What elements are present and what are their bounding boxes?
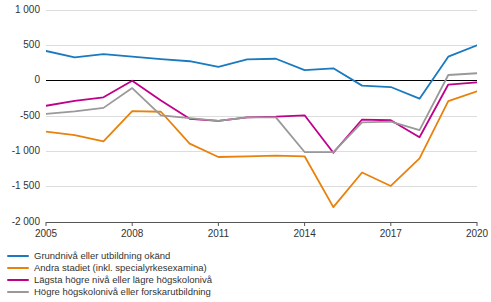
x-tick-label: 2014 bbox=[293, 228, 316, 239]
legend-label: Lägsta högre nivå eller lägre högskoloni… bbox=[34, 274, 213, 285]
legend-label: Högre högskolonivå eller forskarutbildni… bbox=[34, 286, 211, 297]
series-line bbox=[46, 91, 477, 207]
series-line bbox=[46, 73, 477, 152]
x-tick bbox=[390, 222, 391, 226]
grid-line bbox=[46, 222, 477, 223]
y-tick-label: -1 000 bbox=[12, 145, 41, 156]
legend: Grundnivå eller utbildning okändAndra st… bbox=[8, 250, 213, 297]
x-tick bbox=[132, 222, 133, 226]
x-tick bbox=[218, 222, 219, 226]
x-axis: 2005 2008 2011 2014 2017 2020 bbox=[35, 222, 489, 239]
x-tick-label: 2011 bbox=[208, 228, 230, 239]
legend-swatch bbox=[8, 279, 28, 281]
x-tick-label: 2017 bbox=[380, 228, 403, 239]
x-tick-label: 2005 bbox=[35, 228, 58, 239]
legend-label: Andra stadiet (inkl. specialyrkesexamina… bbox=[34, 262, 207, 273]
x-tick bbox=[304, 222, 305, 226]
y-tick-labels: -2 000 -1 500 -1 000 -500 0 500 1 000 bbox=[12, 4, 41, 227]
grid-line bbox=[46, 151, 477, 152]
grid-line bbox=[46, 10, 477, 11]
chart: -2 000-1 500-1 000-50005001 000200520082… bbox=[0, 0, 491, 302]
grid-line bbox=[46, 186, 477, 187]
x-tick bbox=[477, 222, 478, 226]
legend-swatch bbox=[8, 255, 28, 257]
x-tick-label: 2020 bbox=[466, 228, 489, 239]
y-tick-label: -500 bbox=[20, 110, 40, 121]
x-tick bbox=[46, 222, 47, 226]
grid-line bbox=[46, 45, 477, 46]
legend-swatch bbox=[8, 267, 28, 269]
y-tick-label: 0 bbox=[34, 74, 40, 85]
y-tick-label: -1 500 bbox=[12, 180, 41, 191]
zero-line bbox=[46, 80, 477, 81]
y-tick-label: 1 000 bbox=[15, 4, 40, 15]
x-axis-line bbox=[46, 222, 477, 223]
x-tick-label: 2008 bbox=[121, 228, 144, 239]
y-tick-label: -2 000 bbox=[12, 216, 41, 227]
y-tick-label: 500 bbox=[23, 39, 40, 50]
legend-swatch bbox=[8, 291, 28, 293]
lines bbox=[46, 45, 477, 207]
series-line bbox=[46, 45, 477, 98]
y-grid bbox=[46, 10, 477, 222]
legend-label: Grundnivå eller utbildning okänd bbox=[34, 250, 170, 261]
